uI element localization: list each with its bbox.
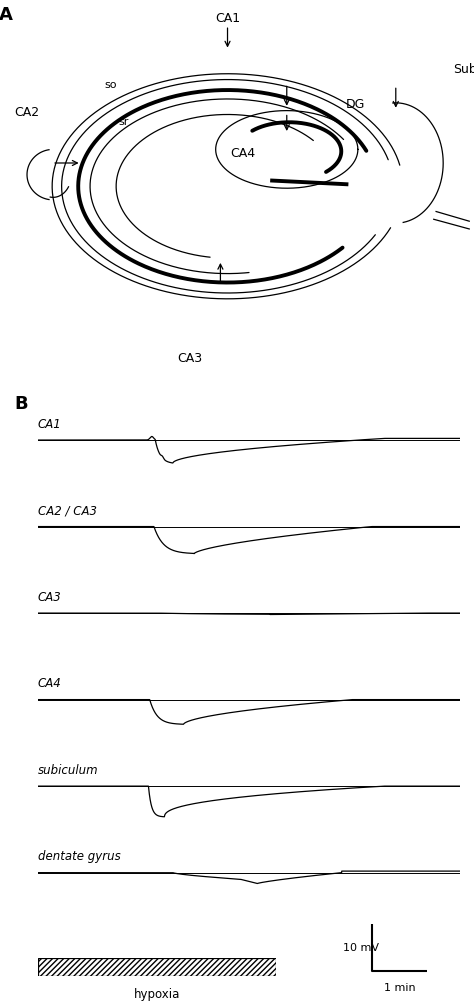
Text: CA1: CA1 (215, 12, 240, 24)
Text: dentate gyrus: dentate gyrus (38, 851, 121, 864)
Text: Sub.: Sub. (453, 64, 474, 77)
Text: 1 min: 1 min (384, 983, 416, 993)
Text: subiculum: subiculum (38, 764, 99, 777)
Text: B: B (14, 395, 28, 413)
Text: hypoxia: hypoxia (134, 989, 180, 1001)
Text: CA4: CA4 (38, 677, 62, 690)
Text: CA2 / CA3: CA2 / CA3 (38, 504, 97, 517)
Text: sr: sr (118, 117, 129, 127)
Text: CA3: CA3 (38, 591, 62, 604)
Text: A: A (0, 6, 13, 24)
Text: CA3: CA3 (177, 352, 202, 365)
Text: CA2: CA2 (14, 106, 39, 119)
Text: 10 mV: 10 mV (343, 942, 379, 953)
Text: so: so (104, 81, 117, 91)
Text: DG: DG (346, 99, 365, 111)
Text: CA4: CA4 (230, 147, 255, 160)
Text: CA1: CA1 (38, 418, 62, 430)
